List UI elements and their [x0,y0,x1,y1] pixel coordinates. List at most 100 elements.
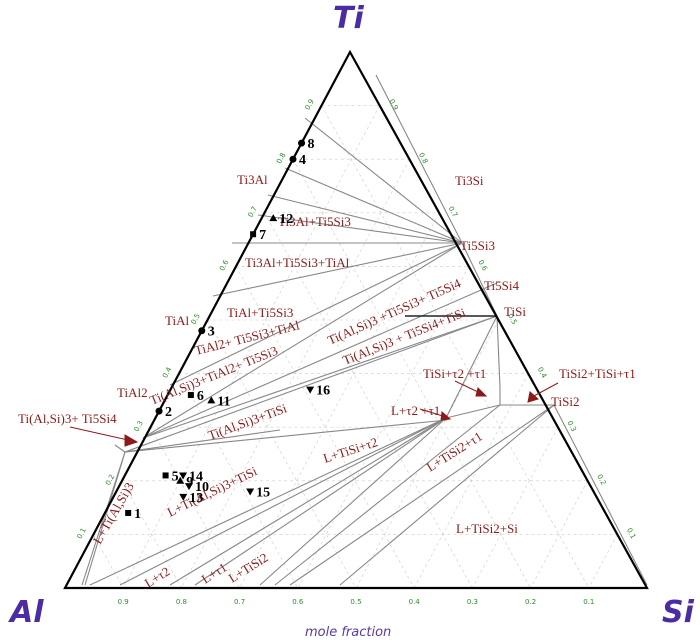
grid-line [178,373,299,589]
sample-marker [179,493,188,501]
phase-label-ti3si: Ti3Si [455,173,484,188]
sample-label: 2 [165,405,172,420]
region-label: L+TiSi2+τ1 [424,429,485,475]
vertex-label-si: Si [662,595,695,630]
tick-label: 0.6 [218,258,231,272]
grid-line [292,159,531,589]
annotation-arrows [69,380,559,447]
tick-label: 0.6 [292,598,304,606]
sample-marker [269,214,278,222]
sample-label: 6 [197,389,204,404]
region-label: L+Ti(Al,Si)3+TiSi [165,463,260,520]
sample-label: 7 [259,228,266,243]
region-label: Ti3Al+Ti5Si3 [278,214,351,229]
tick-label: 0.2 [595,473,607,487]
tick-label: 0.3 [467,598,478,606]
triangle-frame [63,49,649,590]
sample-marker [198,327,206,335]
region-label: Ti3Al+Ti5Si3+TiAl [245,255,350,270]
tie-line [194,417,447,586]
grid-line [321,105,590,589]
phase-label-tisi: TiSi [504,304,526,319]
sample-marker [207,396,216,404]
sample-marker [246,488,255,496]
phase-label-ti5si4: Ti5Si4 [484,278,519,293]
tie-line [142,282,498,439]
phase-label-tisi2: TiSi2 [551,394,579,409]
vertex-label-ti: Ti [333,1,364,36]
sample-label: 10 [195,480,209,495]
sample-label: 5 [172,469,179,484]
tick-label: 0.9 [387,98,399,112]
tie-line [496,315,501,389]
tie-line [257,214,463,244]
sample-label: 3 [208,325,215,340]
region-label: L+TiSi+τ2 [321,434,379,466]
sample-marker [187,392,194,399]
tick-label: 0.7 [234,598,245,606]
tie-line [114,444,126,453]
phase-label-ti5si3: Ti5Si3 [460,238,495,253]
tie-line [124,429,281,453]
tie-line [84,451,126,586]
bottom-axis-ticks: 0.9 0.8 0.7 0.6 0.5 0.4 0.3 0.2 0.1 [118,598,595,606]
grid [93,105,618,589]
tie-line [124,419,448,453]
grid-line [93,534,124,589]
grid-line [413,373,529,589]
sample-label: 4 [299,153,306,168]
sample-marker [162,472,169,479]
tick-label: 0.1 [76,527,88,541]
phase-label-tial: TiAl [165,313,189,328]
tick-label: 0.1 [625,527,637,541]
sample-label: 1 [134,507,141,522]
sample-marker [176,476,185,484]
sample-marker [306,386,315,394]
tie-lines [81,74,648,586]
tie-line [119,417,447,586]
tie-line [142,315,498,439]
sample-label: 14 [189,469,203,484]
tick-label: 0.8 [417,151,429,165]
tie-line [274,404,501,586]
tick-label: 0.3 [133,419,145,433]
tie-line [445,315,498,419]
tie-line [169,242,463,386]
grid-line [122,105,380,589]
grid-line [150,427,240,589]
tie-line [284,167,463,244]
sample-label: 12 [279,212,293,227]
grid-line [472,427,559,589]
tie-line [169,417,447,586]
sample-marker [125,509,132,516]
tie-line [289,404,555,586]
tie-line [375,74,463,244]
tick-label: 0.4 [536,366,549,380]
region-label: TiSi+τ2 +τ1 [423,366,486,381]
tie-line [445,404,501,419]
axis-title: mole fraction [305,625,391,640]
region-label: L+τ2 +τ1 [391,403,440,418]
sample-label: 13 [189,491,203,506]
tick-label: 0.2 [525,598,536,606]
tick-label: 0.5 [190,312,202,326]
tie-line [267,194,463,244]
sample-marker [289,155,297,163]
vertex-label-al: Al [8,595,44,630]
tie-line [259,417,447,586]
phase-label-tial2: TiAl2 [117,385,148,400]
grid-line [588,534,618,589]
sample-label: 15 [256,486,270,501]
region-label: TiAl+Ti5Si3 [227,305,293,320]
region-label: L+TiSi2+Si [456,521,518,536]
sample-marker [250,231,257,238]
sample-label: 8 [308,137,315,152]
sample-marker [298,139,306,147]
tick-label: 0.4 [161,365,174,379]
tick-label: 0.8 [176,598,187,606]
tie-line [89,417,447,586]
tie-line [461,242,498,317]
sample-label: 16 [316,384,330,399]
tick-label: 0.5 [350,598,361,606]
